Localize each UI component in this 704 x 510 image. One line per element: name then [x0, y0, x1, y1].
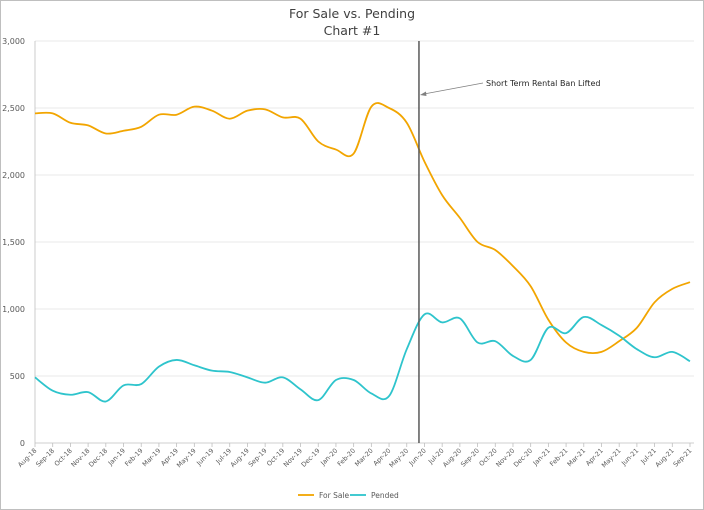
x-tick-label: Feb-21: [548, 447, 569, 468]
legend-label: For Sale: [319, 491, 350, 500]
x-tick-label: Dec-18: [87, 447, 109, 469]
annotation-arrow: [423, 82, 484, 95]
chart-title: For Sale vs. Pending: [289, 6, 415, 21]
x-tick-label: Mar-20: [353, 447, 375, 469]
x-tick-label: Sep-18: [34, 447, 56, 469]
x-tick-label: Sep-21: [672, 447, 694, 469]
x-tick-label: Jan-19: [106, 447, 127, 468]
chart-subtitle: Chart #1: [324, 23, 381, 38]
x-tick-label: Mar-21: [566, 447, 588, 469]
y-tick-label: 2,000: [2, 171, 25, 180]
x-tick-label: May-19: [175, 447, 198, 470]
x-tick-label: Feb-19: [123, 447, 144, 468]
annotation-label: Short Term Rental Ban Lifted: [486, 79, 600, 88]
x-tick-label: Aug-18: [16, 447, 38, 469]
x-tick-label: Jun-21: [619, 447, 640, 468]
x-axis: Aug-18Sep-18Oct-18Nov-18Dec-18Jan-19Feb-…: [16, 443, 693, 469]
y-axis: 0 500 1,000 1,500 2,000 2,500 3,000: [2, 37, 36, 448]
y-tick-label: 1,500: [2, 238, 25, 247]
x-tick-label: Jan-20: [318, 447, 339, 468]
x-tick-label: Dec-20: [512, 447, 534, 469]
x-tick-label: May-20: [388, 447, 411, 470]
arrowhead-icon: [419, 91, 427, 96]
series-line-pended: [34, 312, 691, 403]
x-tick-label: Aug-21: [654, 447, 676, 469]
x-tick-label: Aug-19: [229, 447, 251, 469]
x-tick-label: Jun-20: [407, 447, 428, 468]
x-tick-label: Dec-19: [300, 447, 322, 469]
gridlines: [35, 40, 694, 444]
series-line-for-sale: [34, 102, 691, 355]
x-tick-label: Sep-19: [247, 447, 269, 469]
x-tick-label: May-21: [600, 447, 623, 470]
y-tick-label: 0: [20, 439, 25, 448]
legend: For Sale Pended: [298, 491, 399, 500]
legend-label: Pended: [371, 491, 399, 500]
annotation: Short Term Rental Ban Lifted: [418, 41, 600, 443]
x-tick-label: Sep-20: [459, 447, 481, 469]
y-tick-label: 2,500: [2, 104, 25, 113]
y-tick-label: 3,000: [2, 37, 25, 46]
x-tick-label: Aug-20: [441, 447, 463, 469]
x-tick-label: Jan-21: [531, 447, 552, 468]
x-tick-label: Jun-19: [194, 447, 215, 468]
series-group: [34, 102, 691, 403]
x-tick-label: Mar-19: [141, 447, 163, 469]
y-tick-label: 1,000: [2, 305, 25, 314]
x-tick-label: Feb-20: [336, 447, 357, 468]
y-tick-label: 500: [10, 372, 25, 381]
